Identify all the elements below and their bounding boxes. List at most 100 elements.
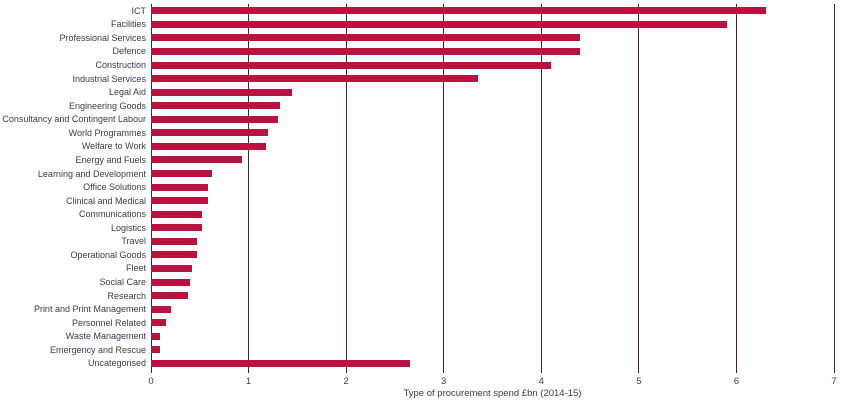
bar [151,359,410,367]
bar-row: Welfare to Work [0,140,834,154]
gridline-3 [443,4,445,373]
bar-row: Energy and Fuels [0,153,834,167]
bar-row: Industrial Services [0,72,834,86]
bar [151,170,213,178]
bar-row: Consultancy and Contingent Labour [0,113,834,127]
x-tick-label: 1 [245,376,252,387]
category-label: Personnel Related [71,317,146,328]
bar [151,61,552,69]
x-axis-ticks: 0 1 2 3 4 5 6 7 [148,376,836,387]
x-tick-label: 5 [636,376,642,387]
x-axis-title: Type of procurement spend £bn (2014-15) [403,388,582,399]
category-label: Industrial Services [72,73,146,84]
x-tick-label: 0 [148,376,154,387]
bar-track [151,197,834,205]
x-tick-label: 4 [538,376,544,387]
bar-row: Fleet [0,262,834,276]
bar [151,224,202,232]
category-label: Waste Management [65,331,146,342]
bar-row: Office Solutions [0,180,834,194]
bar-rows: ICT Facilities Professional Services Defenc… [0,4,834,370]
bar [151,197,208,205]
bar-row: Research [0,289,834,303]
bar-track [151,115,834,123]
bar-row: Print and Print Management [0,302,834,316]
category-label: ICT [131,5,147,16]
bar-row: Emergency and Rescue [0,343,834,357]
bar-track [151,156,834,164]
bar-row: Engineering Goods [0,99,834,113]
category-label: Operational Goods [70,249,146,260]
bar [151,20,727,28]
category-label: Learning and Development [37,168,146,179]
bar [151,156,242,164]
bar-row: Social Care [0,275,834,289]
bar-track [151,183,834,191]
gridline-6 [735,4,737,373]
bar-track [151,210,834,218]
bar [151,346,160,354]
category-label: Emergency and Rescue [49,344,146,355]
category-label: Consultancy and Contingent Labour [2,114,146,125]
bar-track [151,224,834,232]
bar-track [151,332,834,340]
bar-track [151,346,834,354]
bar-track [151,359,834,367]
bar-row: Uncategorised [0,357,834,371]
gridline-4 [540,4,542,373]
bar-track [151,129,834,137]
bar-track [151,264,834,272]
bar [151,237,197,245]
category-label: Welfare to Work [81,141,146,152]
gridline-2 [345,4,347,373]
bar-track [151,142,834,150]
bar [151,305,171,313]
category-label: Logistics [110,222,146,233]
gridline-7 [833,4,835,373]
bar-track [151,7,834,15]
category-label: Travel [121,236,146,247]
bar-track [151,319,834,327]
category-label: Facilities [110,19,146,30]
category-label: World Programmes [68,127,146,138]
bar-row: Facilities [0,18,834,32]
bar-row: Communications [0,207,834,221]
bar [151,129,269,137]
bar-row: Professional Services [0,31,834,45]
x-tick-label: 6 [733,376,740,387]
bar [151,251,197,259]
bar [151,34,581,42]
bar-row: Learning and Development [0,167,834,181]
bar-track [151,102,834,110]
bar-track [151,47,834,55]
category-label: Uncategorised [87,358,146,369]
bar-track [151,34,834,42]
gridline-1 [248,4,250,373]
category-label: Engineering Goods [68,100,146,111]
bar-row: ICT [0,4,834,18]
bar-row: Operational Goods [0,248,834,262]
category-label: Communications [78,209,146,220]
bar-row: Travel [0,235,834,249]
bar [151,292,189,300]
bar [151,210,202,218]
category-label: Professional Services [59,32,146,43]
bar-track [151,88,834,96]
gridline-5 [638,4,640,373]
bar-track [151,20,834,28]
x-tick-label: 3 [441,376,447,387]
bar [151,264,192,272]
bar-row: Defence [0,45,834,59]
category-label: Legal Aid [108,87,146,98]
bar-row: Legal Aid [0,85,834,99]
bar [151,88,293,96]
bar [151,102,280,110]
bar [151,7,766,15]
category-label: Clinical and Medical [65,195,146,206]
bar-track [151,251,834,259]
category-label: Fleet [125,263,146,274]
x-tick-label: 2 [343,376,349,387]
category-label: Defence [112,46,146,57]
bar [151,319,166,327]
